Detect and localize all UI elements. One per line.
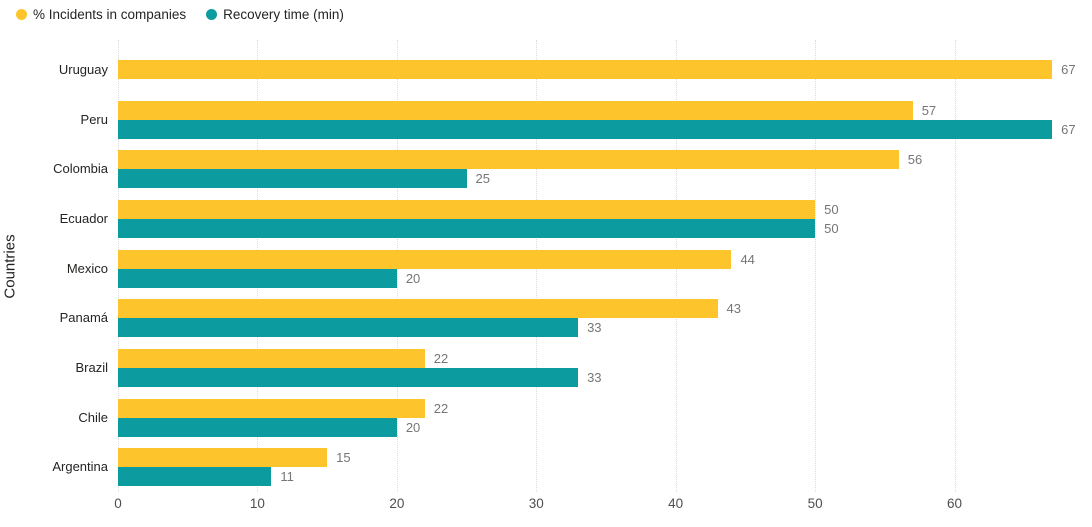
value-label: 67 — [1061, 121, 1076, 137]
value-label: 67 — [1061, 62, 1076, 78]
legend-dot-incidents-icon — [16, 9, 27, 20]
value-label: 22 — [433, 350, 449, 366]
x-tick-label: 40 — [668, 496, 684, 511]
gridline — [815, 40, 817, 492]
value-label: 22 — [433, 400, 449, 416]
bar-chile-recovery[interactable] — [118, 417, 397, 437]
value-label: 11 — [280, 469, 294, 485]
value-label: 33 — [587, 369, 602, 385]
category-label: Ecuador — [59, 210, 108, 226]
bar-brazil-incidents[interactable] — [118, 348, 425, 368]
bar-colombia-recovery[interactable] — [118, 169, 467, 189]
bar-ecuador-recovery[interactable] — [118, 218, 816, 238]
bar-argentina-incidents[interactable] — [118, 448, 328, 468]
bar-mexico-incidents[interactable] — [118, 249, 732, 269]
bar-argentina-recovery[interactable] — [118, 467, 272, 487]
category-label: Chile — [78, 409, 108, 425]
category-label: Peru — [80, 111, 108, 127]
value-label: 20 — [405, 270, 421, 286]
category-label: Uruguay — [58, 61, 108, 77]
bar-panamá-recovery[interactable] — [118, 318, 579, 338]
value-label: 25 — [475, 171, 491, 187]
category-label: Panamá — [59, 310, 108, 326]
value-label: 50 — [824, 220, 839, 236]
category-label: Brazil — [75, 359, 108, 375]
bar-panamá-incidents[interactable] — [118, 299, 718, 319]
legend-dot-recovery-icon — [206, 9, 218, 20]
value-label: 15 — [336, 450, 351, 466]
value-label: 33 — [587, 320, 602, 336]
bar-uruguay-incidents[interactable] — [118, 60, 1053, 80]
legend-item-recovery[interactable]: Recovery time (min) — [206, 7, 344, 22]
x-tick-label: 50 — [807, 496, 823, 511]
value-label: 57 — [921, 102, 937, 118]
bar-peru-recovery[interactable] — [118, 119, 1053, 139]
x-axis: 0 10 20 30 40 50 60 — [114, 496, 1080, 516]
x-tick-label: 10 — [249, 496, 265, 511]
value-label: 44 — [740, 251, 755, 267]
legend-item-incidents[interactable]: % Incidents in companies — [16, 7, 186, 22]
legend: % Incidents in companies Recovery time (… — [16, 7, 344, 22]
plot-area: 67 57 67 56 25 50 50 44 20 43 33 22 33 22 20 15 11 — [118, 40, 1080, 492]
value-label: 56 — [907, 152, 923, 168]
legend-label-recovery: Recovery time (min) — [223, 7, 344, 22]
x-tick-label: 0 — [114, 496, 122, 511]
value-label: 50 — [824, 201, 839, 217]
x-tick-label: 30 — [528, 496, 544, 511]
value-label: 43 — [726, 301, 741, 317]
category-label: Mexico — [66, 260, 108, 276]
category-axis: Uruguay Peru Colombia Ecuador Mexico Panamá Br… — [0, 45, 108, 492]
x-tick-label: 60 — [947, 496, 963, 511]
category-label: Colombia — [53, 161, 108, 177]
bar-brazil-recovery[interactable] — [118, 367, 579, 387]
bar-ecuador-incidents[interactable] — [118, 199, 816, 219]
bar-chile-incidents[interactable] — [118, 398, 425, 418]
value-label: 20 — [405, 419, 421, 435]
bar-mexico-recovery[interactable] — [118, 268, 397, 288]
bar-peru-incidents[interactable] — [118, 100, 913, 120]
bar-colombia-incidents[interactable] — [118, 150, 899, 170]
x-tick-label: 20 — [389, 496, 405, 511]
category-label: Argentina — [52, 459, 108, 475]
legend-label-incidents: % Incidents in companies — [33, 7, 187, 22]
gridline — [954, 40, 956, 492]
